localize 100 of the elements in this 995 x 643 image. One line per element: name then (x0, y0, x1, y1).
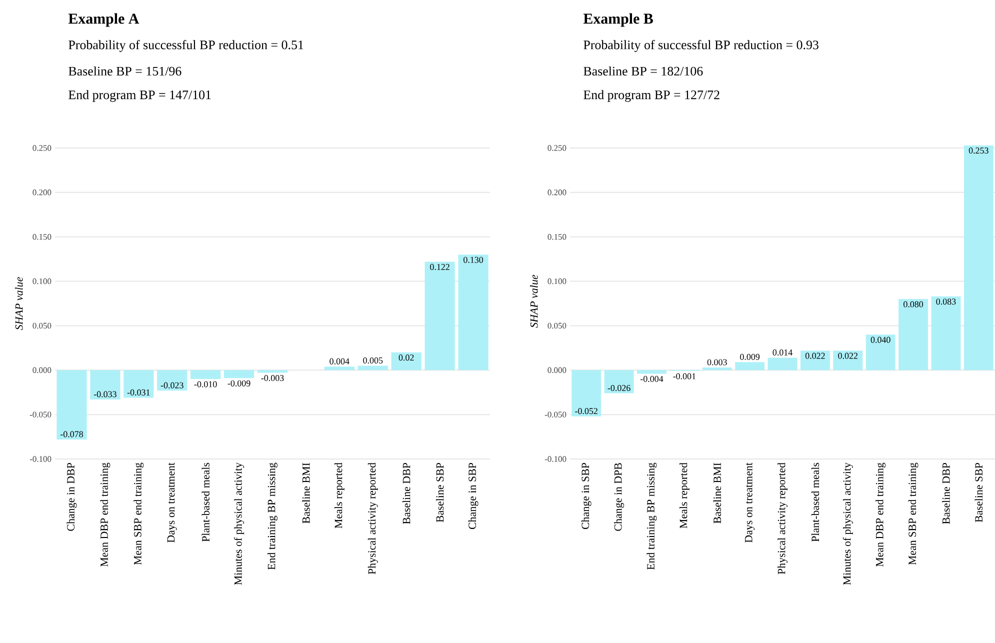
bar (458, 254, 488, 370)
y-tick-label: 0.000 (32, 367, 52, 374)
text: Baseline BP = 182/106 (584, 66, 703, 76)
data-label: 0.022 (805, 352, 825, 359)
data-label: -0.026 (608, 384, 630, 392)
text: Probability of successful BP reduction = 0.51 (68, 40, 304, 52)
data-label: 0.009 (740, 354, 760, 360)
data-label: 0.080 (904, 301, 924, 308)
bar (735, 362, 765, 370)
bar (358, 366, 388, 370)
x-tick-label: Mean SBP end training (134, 462, 144, 565)
x-tick-label: Baseline SBP (436, 462, 444, 522)
y-tick-label: -0.050 (544, 412, 566, 418)
bar (702, 367, 732, 370)
x-tick-label: Plant-based meals (811, 462, 820, 542)
data-label: -0.009 (228, 380, 250, 386)
bar (56, 370, 87, 440)
x-tick-label: End training BP missing (268, 462, 278, 570)
text: End program BP = 147/101 (68, 90, 211, 102)
y-tick-label: 0.200 (548, 190, 566, 196)
y-tick-label: 0.150 (548, 234, 566, 240)
data-label: -0.031 (127, 389, 150, 396)
bar (324, 366, 354, 370)
bar (190, 370, 221, 380)
x-tick-label: Meals reported (679, 462, 690, 528)
chart-title: Example A (68, 13, 140, 27)
data-label: -0.001 (673, 373, 696, 380)
chart-title: Example B (583, 13, 653, 27)
data-label: 0.005 (363, 357, 383, 364)
x-tick-label: Minutes of physical activity (234, 462, 244, 585)
x-tick-label: Days on treatment (167, 462, 177, 543)
y-tick-label: -0.100 (30, 456, 52, 462)
bar (224, 370, 254, 378)
x-tick-label: Baseline BMI (713, 462, 721, 524)
y-tick-label: 0.200 (32, 190, 52, 196)
x-tick-label: Baseline DBP (942, 462, 950, 524)
bar (90, 370, 120, 400)
text: Baseline BP = 151/96 (68, 66, 182, 76)
data-label: 0.004 (330, 358, 350, 364)
bar (768, 358, 798, 370)
bar (866, 334, 896, 370)
y-axis-title: SHAP value (15, 277, 23, 330)
bar (391, 352, 422, 370)
bar (257, 370, 288, 373)
x-tick-label: Physical activity reported (778, 462, 788, 574)
data-label: -0.023 (160, 382, 184, 388)
y-tick-label: 0.000 (548, 367, 566, 374)
x-tick-label: Baseline SBP (974, 462, 983, 522)
data-label: -0.003 (261, 374, 284, 382)
y-tick-label: 0.100 (548, 278, 566, 284)
bar (898, 299, 928, 370)
x-tick-label: Days on treatment (745, 462, 755, 543)
y-tick-label: 0.100 (32, 278, 52, 284)
y-tick-label: -0.100 (544, 456, 566, 462)
y-tick-label: 0.150 (32, 234, 52, 240)
x-tick-label: End training BP missing (646, 462, 657, 570)
y-tick-label: 0.250 (548, 145, 566, 151)
bar (424, 262, 455, 370)
x-tick-label: Plant-based meals (202, 462, 210, 542)
x-tick-label: Minutes of physical activity (842, 462, 853, 585)
data-label: -0.052 (575, 408, 598, 414)
text: End program BP = 127/72 (584, 90, 720, 102)
x-tick-label: Physical activity reported (368, 462, 378, 574)
text: Probability of successful BP reduction = 0.93 (584, 40, 818, 52)
data-label: 0.083 (936, 298, 956, 305)
y-tick-label: 0.050 (548, 322, 566, 329)
y-axis-title: SHAP value (530, 274, 538, 328)
y-tick-label: 0.050 (32, 322, 52, 329)
bar (637, 370, 666, 374)
bar (157, 370, 188, 391)
data-label: -0.004 (640, 376, 664, 382)
data-label: -0.033 (94, 391, 116, 398)
x-tick-label: Baseline DBP (402, 462, 410, 524)
data-label: 0.022 (838, 352, 858, 359)
data-label: 0.040 (870, 336, 890, 343)
data-label: -0.010 (194, 381, 217, 388)
bar (833, 350, 863, 370)
data-label: 0.02 (398, 354, 414, 361)
data-label: 0.122 (430, 264, 450, 270)
y-tick-label: -0.050 (30, 412, 52, 418)
data-label: -0.078 (60, 431, 83, 438)
bar (931, 296, 961, 370)
x-tick-label: Change in SBP (581, 462, 592, 530)
bar (604, 370, 634, 394)
data-label: 0.130 (464, 256, 484, 263)
x-tick-label: Meals reported (334, 462, 344, 528)
data-label: 0.253 (968, 148, 988, 154)
x-tick-label: Mean DBP end training (100, 462, 110, 567)
data-label: 0.014 (772, 349, 792, 356)
bar (124, 370, 154, 398)
y-tick-label: 0.250 (32, 145, 52, 151)
x-tick-label: Change in SBP (468, 462, 478, 530)
x-tick-label: Baseline BMI (302, 462, 310, 524)
data-label: 0.003 (707, 359, 727, 366)
x-tick-label: Mean SBP end training (908, 462, 918, 565)
bar (800, 350, 830, 370)
x-tick-label: Change in DPB (614, 463, 624, 531)
bar (572, 370, 602, 416)
bar (964, 145, 994, 370)
x-tick-label: Change in DBP (66, 462, 77, 531)
